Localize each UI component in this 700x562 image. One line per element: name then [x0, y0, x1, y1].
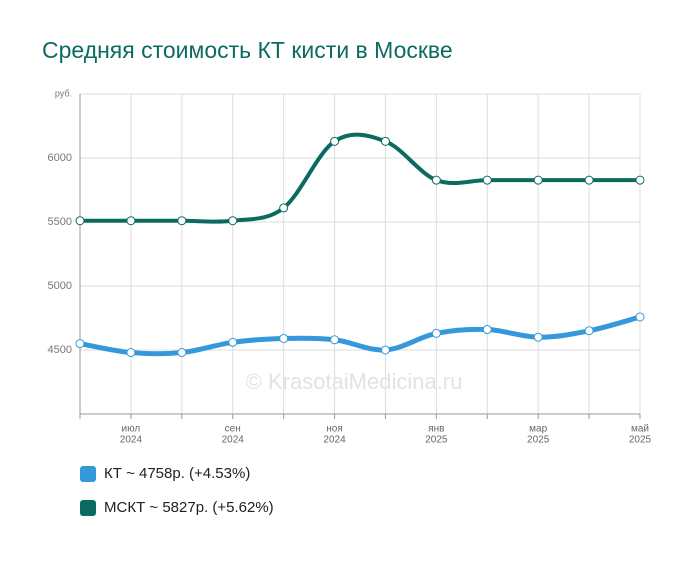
x-tick-year: 2024 [323, 435, 346, 446]
data-point [533, 332, 543, 342]
data-point [584, 175, 594, 185]
data-point [228, 337, 238, 347]
y-tick-label: 5500 [48, 216, 72, 228]
data-point [431, 328, 441, 338]
x-tick-label: май [631, 424, 649, 435]
data-point [635, 312, 645, 322]
y-tick-label: руб. [55, 88, 72, 98]
x-tick-year: 2025 [629, 435, 652, 446]
data-point [279, 203, 289, 213]
data-point [330, 136, 340, 146]
legend-swatch [80, 466, 96, 482]
data-point [75, 339, 85, 349]
legend-swatch [80, 500, 96, 516]
data-point [75, 216, 85, 226]
data-point [482, 175, 492, 185]
x-tick-label: ноя [326, 424, 343, 435]
data-point [584, 326, 594, 336]
y-tick-label: 5000 [48, 280, 72, 292]
legend-label: МСКТ ~ 5827р. (+5.62%) [104, 499, 274, 516]
data-point [279, 333, 289, 343]
data-point [380, 136, 390, 146]
data-point [330, 335, 340, 345]
chart-title: Средняя стоимость КТ кисти в Москве [42, 37, 453, 63]
x-tick-year: 2025 [527, 435, 550, 446]
data-point [635, 175, 645, 185]
data-point [431, 175, 441, 185]
x-tick-label: мар [529, 424, 547, 435]
series-line [78, 132, 642, 224]
data-point [533, 175, 543, 185]
x-tick-year: 2024 [222, 435, 245, 446]
x-tick-label: янв [428, 424, 444, 435]
x-tick-label: июл [122, 424, 141, 435]
data-point [177, 348, 187, 358]
data-point [126, 348, 136, 358]
data-point [177, 216, 187, 226]
data-point [126, 216, 136, 226]
x-tick-year: 2024 [120, 435, 143, 446]
legend-label: КТ ~ 4758р. (+4.53%) [104, 465, 250, 482]
x-tick-year: 2025 [425, 435, 448, 446]
x-tick-label: сен [225, 424, 241, 435]
data-point [482, 325, 492, 335]
watermark: © KrasotaiMedicina.ru [246, 369, 463, 394]
data-point [380, 345, 390, 355]
series-line [77, 314, 643, 357]
y-tick-label: 6000 [48, 152, 72, 164]
y-tick-label: 4500 [48, 344, 72, 356]
data-point [228, 216, 238, 226]
